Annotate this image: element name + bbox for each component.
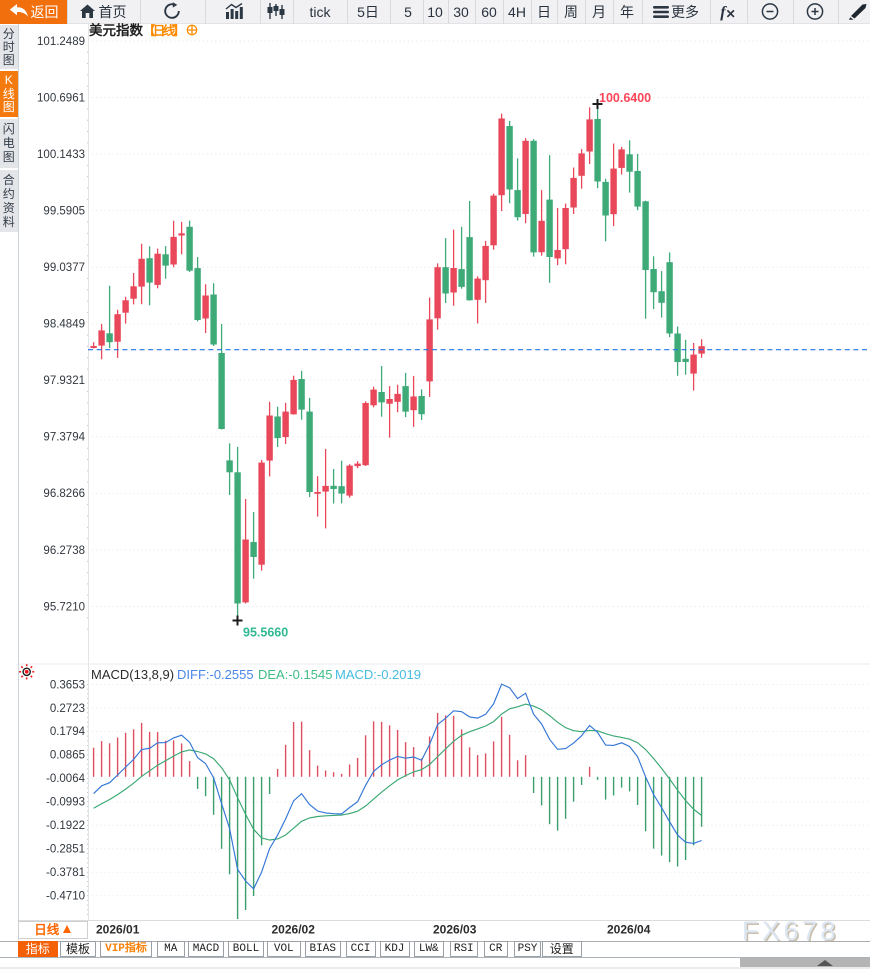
svg-text:96.2738: 96.2738 [43,545,85,557]
svg-text:FX678: FX678 [742,916,839,946]
svg-text:99.0377: 99.0377 [43,262,85,274]
svg-text:DIFF:-0.2555: DIFF:-0.2555 [177,667,254,682]
svg-text:95.7210: 95.7210 [43,601,85,613]
svg-text:2026/03: 2026/03 [433,923,477,937]
svg-text:98.4849: 98.4849 [43,319,85,331]
svg-text:100.1433: 100.1433 [37,149,85,161]
svg-text:97.9321: 97.9321 [43,375,85,387]
svg-text:-0.4710: -0.4710 [46,891,85,903]
svg-text:MACD(13,8,9): MACD(13,8,9) [91,667,174,682]
svg-text:96.8266: 96.8266 [43,488,85,500]
svg-text:101.2489: 101.2489 [37,36,85,48]
svg-text:-0.3781: -0.3781 [46,867,85,879]
svg-text:100.6961: 100.6961 [37,92,85,104]
svg-text:MACD:-0.2019: MACD:-0.2019 [335,667,421,682]
svg-text:100.6400: 100.6400 [599,91,651,105]
svg-text:0.1794: 0.1794 [50,726,86,738]
svg-text:2026/01: 2026/01 [96,923,140,937]
svg-text:-0.2851: -0.2851 [46,844,85,856]
svg-text:0.2723: 0.2723 [50,703,85,715]
svg-text:0.3653: 0.3653 [50,679,85,691]
svg-text:-0.0064: -0.0064 [46,773,86,785]
svg-text:95.5660: 95.5660 [243,626,288,640]
svg-text:2026/02: 2026/02 [272,923,316,937]
svg-text:99.5905: 99.5905 [43,205,85,217]
svg-text:0.0865: 0.0865 [50,750,85,762]
svg-text:FX678: FX678 [744,918,841,948]
svg-text:-0.1922: -0.1922 [46,820,85,832]
svg-text:2026/04: 2026/04 [607,923,651,937]
svg-text:-0.0993: -0.0993 [46,797,85,809]
svg-text:DEA:-0.1545: DEA:-0.1545 [258,667,332,682]
svg-text:97.3794: 97.3794 [43,432,85,444]
